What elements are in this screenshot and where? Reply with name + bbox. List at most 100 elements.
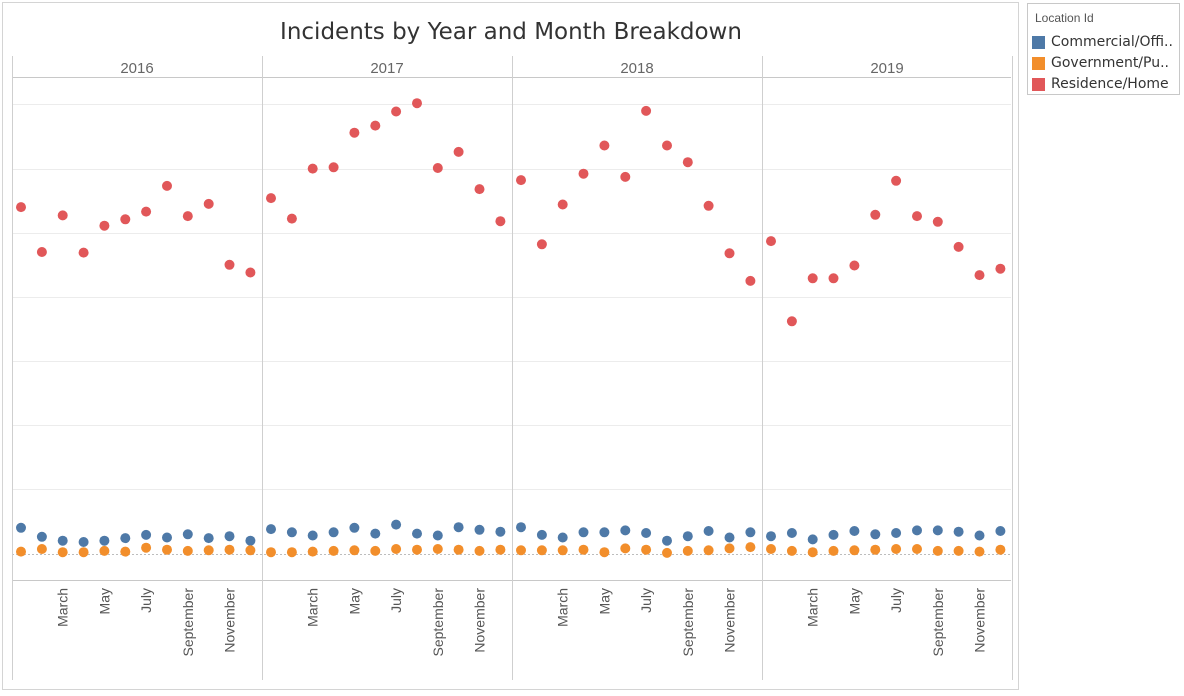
data-point[interactable] (120, 214, 131, 225)
data-point[interactable] (745, 527, 756, 538)
data-point[interactable] (932, 216, 943, 227)
data-point[interactable] (432, 163, 443, 173)
data-point[interactable] (745, 542, 756, 553)
data-point[interactable] (182, 211, 193, 222)
data-point[interactable] (391, 544, 402, 554)
data-point[interactable] (99, 220, 110, 231)
data-point[interactable] (912, 525, 922, 536)
data-point[interactable] (474, 184, 485, 195)
data-point[interactable] (57, 210, 68, 221)
data-point[interactable] (557, 545, 568, 556)
data-point[interactable] (953, 545, 964, 556)
data-point[interactable] (391, 519, 402, 530)
data-point[interactable] (953, 526, 964, 537)
data-point[interactable] (724, 543, 735, 554)
data-point[interactable] (57, 547, 68, 558)
data-point[interactable] (682, 531, 693, 542)
data-point[interactable] (662, 140, 672, 151)
data-point[interactable] (786, 545, 797, 556)
data-point[interactable] (807, 273, 818, 284)
data-point[interactable] (703, 526, 714, 536)
data-point[interactable] (141, 206, 152, 217)
data-point[interactable] (453, 522, 464, 533)
data-point[interactable] (141, 542, 152, 553)
data-point[interactable] (495, 526, 506, 537)
data-point[interactable] (453, 544, 464, 555)
data-point[interactable] (599, 140, 610, 151)
data-point[interactable] (36, 544, 47, 554)
data-point[interactable] (203, 533, 214, 544)
data-point[interactable] (245, 545, 256, 556)
data-point[interactable] (141, 529, 152, 540)
data-point[interactable] (307, 163, 318, 174)
data-point[interactable] (57, 535, 68, 546)
data-point[interactable] (703, 200, 714, 211)
data-point[interactable] (453, 146, 464, 157)
data-point[interactable] (536, 529, 547, 540)
data-point[interactable] (536, 545, 547, 556)
data-point[interactable] (266, 193, 276, 204)
data-point[interactable] (557, 199, 568, 210)
data-point[interactable] (912, 211, 922, 222)
data-point[interactable] (786, 316, 797, 327)
data-point[interactable] (99, 545, 110, 556)
data-point[interactable] (932, 525, 943, 536)
data-point[interactable] (766, 544, 776, 554)
data-point[interactable] (266, 524, 276, 535)
data-point[interactable] (557, 532, 568, 543)
data-point[interactable] (286, 213, 297, 224)
data-point[interactable] (36, 247, 47, 257)
data-point[interactable] (891, 544, 902, 554)
data-point[interactable] (474, 545, 485, 556)
data-point[interactable] (99, 535, 110, 546)
legend-item-residence[interactable]: Residence/Home (1032, 75, 1180, 95)
data-point[interactable] (78, 247, 89, 258)
data-point[interactable] (870, 529, 881, 540)
data-point[interactable] (974, 270, 985, 281)
data-point[interactable] (203, 198, 214, 209)
data-point[interactable] (391, 106, 402, 117)
data-point[interactable] (162, 180, 172, 191)
data-point[interactable] (474, 524, 485, 535)
data-point[interactable] (412, 98, 422, 109)
data-point[interactable] (745, 275, 756, 286)
data-point[interactable] (724, 248, 735, 259)
data-point[interactable] (370, 545, 381, 556)
data-point[interactable] (245, 267, 256, 278)
data-point[interactable] (432, 530, 443, 541)
data-point[interactable] (328, 545, 339, 556)
data-point[interactable] (932, 545, 943, 556)
data-point[interactable] (266, 547, 276, 558)
data-point[interactable] (682, 157, 693, 168)
data-point[interactable] (203, 545, 214, 556)
data-point[interactable] (974, 530, 985, 541)
data-point[interactable] (620, 171, 631, 182)
data-point[interactable] (682, 545, 693, 556)
data-point[interactable] (807, 547, 818, 558)
data-point[interactable] (703, 545, 714, 556)
data-point[interactable] (516, 522, 526, 533)
data-point[interactable] (807, 534, 818, 545)
data-point[interactable] (662, 535, 672, 546)
data-point[interactable] (307, 530, 318, 541)
data-point[interactable] (620, 525, 631, 536)
data-point[interactable] (286, 527, 297, 538)
data-point[interactable] (412, 544, 422, 555)
data-point[interactable] (78, 537, 89, 547)
data-point[interactable] (495, 216, 506, 227)
data-point[interactable] (870, 209, 881, 220)
data-point[interactable] (349, 545, 360, 556)
data-point[interactable] (912, 544, 922, 554)
data-point[interactable] (891, 175, 902, 186)
data-point[interactable] (849, 545, 860, 556)
data-point[interactable] (516, 175, 526, 186)
data-point[interactable] (307, 546, 318, 557)
data-point[interactable] (891, 528, 902, 538)
data-point[interactable] (286, 547, 297, 558)
data-point[interactable] (224, 531, 235, 542)
data-point[interactable] (120, 533, 131, 544)
data-point[interactable] (995, 544, 1006, 555)
data-point[interactable] (578, 527, 589, 538)
data-point[interactable] (36, 531, 47, 542)
data-point[interactable] (78, 547, 89, 558)
